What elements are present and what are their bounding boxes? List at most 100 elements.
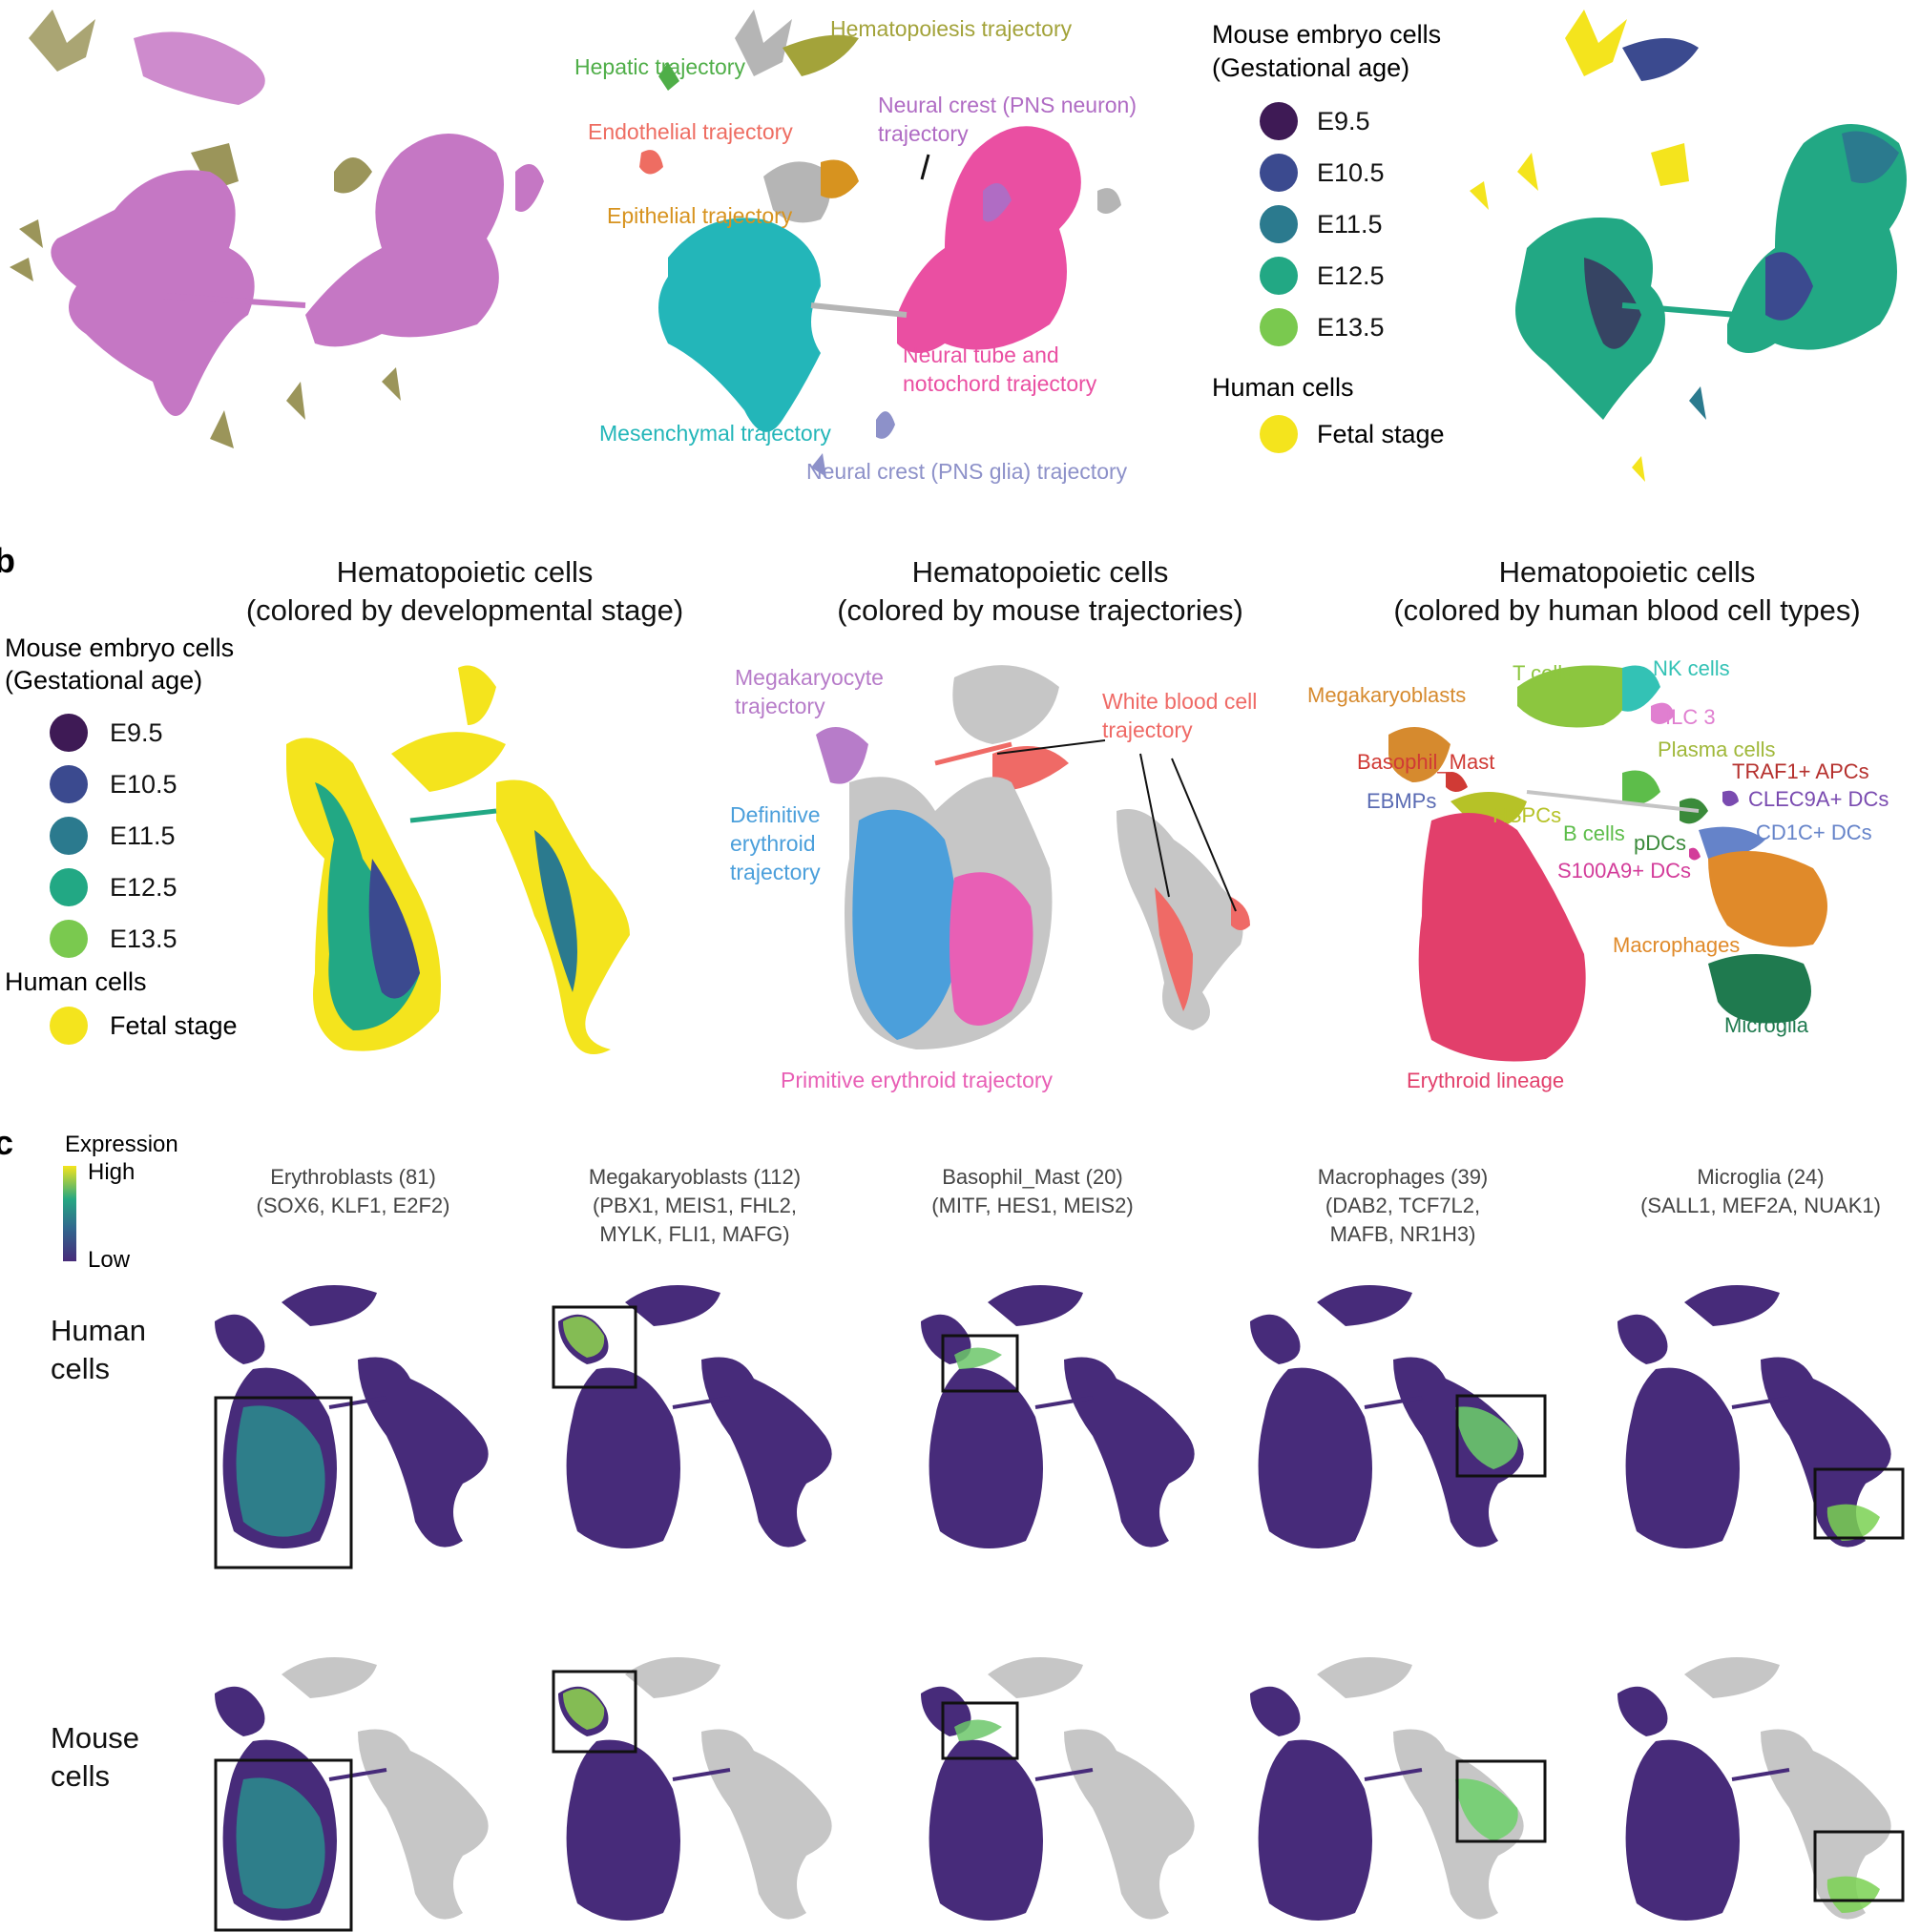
expression-umap — [921, 1285, 1195, 1548]
highlight-box — [214, 1758, 353, 1932]
umap-hematopoietic-celltypes — [1388, 665, 1827, 1062]
umap-bridge — [1364, 1768, 1423, 1781]
stage-legend-label: E10.5 — [1317, 158, 1385, 187]
umap-cluster — [988, 1285, 1083, 1326]
umap-cluster — [1625, 1739, 1740, 1921]
trajectory-label: trajectory — [735, 694, 825, 718]
umap-bridge — [672, 1396, 731, 1409]
celltype-label: TRAF1+ APCs — [1732, 759, 1869, 783]
column-titles: Erythroblasts (81) (SOX6, KLF1, E2F2) Mega… — [257, 1165, 1881, 1246]
legend-stage-a: Mouse embryo cells (Gestational age) E9.… — [1212, 20, 1445, 453]
celltype-label: Microglia — [1724, 1013, 1809, 1037]
umap-cluster — [1684, 1657, 1780, 1698]
panel-c-label: c — [0, 1123, 13, 1162]
expression-hotspot — [563, 1689, 605, 1730]
umap-cluster — [1250, 1314, 1301, 1364]
stage-legend-label: E9.5 — [110, 718, 163, 747]
panel-title: Hematopoietic cells — [912, 555, 1169, 589]
panel-subtitle: (colored by human blood cell types) — [1393, 593, 1860, 627]
umap-bridge — [328, 1768, 387, 1781]
trajectory-label: Megakaryocyte — [735, 665, 884, 690]
legend-stage-b: Mouse embryo cells (Gestational age) E9.… — [5, 634, 238, 1045]
trajectory-labels-a: Hematopoiesis trajectory Hepatic trajecto… — [574, 16, 1137, 484]
column-title: Megakaryoblasts (112) — [589, 1165, 801, 1189]
umap-cluster — [929, 1367, 1043, 1548]
expression-hotspot — [236, 1777, 325, 1909]
trajectory-label: Epithelial trajectory — [607, 203, 793, 228]
umap-bridge — [1731, 1768, 1790, 1781]
umap-cluster — [282, 1285, 377, 1326]
column-title: MAFB, NR1H3) — [1330, 1222, 1476, 1246]
celltype-label: S100A9+ DCs — [1557, 859, 1691, 883]
trajectory-label: Hepatic trajectory — [574, 54, 745, 79]
column-title: (PBX1, MEIS1, FHL2, — [593, 1194, 797, 1217]
umap-cluster — [1684, 1285, 1780, 1326]
expression-umap — [1617, 1285, 1905, 1548]
row-label: cells — [51, 1759, 110, 1793]
wbc-pointer-lines — [996, 739, 1237, 912]
colorbar-gradient — [63, 1166, 76, 1261]
umap-cluster — [215, 1686, 265, 1736]
umap-cluster — [566, 1739, 680, 1921]
umap-cluster — [1625, 1367, 1740, 1548]
umap-cluster — [215, 1314, 265, 1364]
celltype-label: ILC 3 — [1665, 705, 1716, 729]
highlight-box — [552, 1305, 637, 1389]
umap-cluster — [1317, 1657, 1412, 1698]
legend-mouse-title: Mouse embryo cells — [5, 634, 234, 662]
celltype-label: Megakaryoblasts — [1307, 683, 1466, 707]
column-title: Erythroblasts (81) — [270, 1165, 436, 1189]
stage-swatch — [50, 765, 88, 803]
trajectory-label: Neural crest (PNS neuron) — [878, 93, 1137, 117]
highlight-box — [552, 1670, 637, 1754]
stage-legend-label: E13.5 — [110, 924, 177, 953]
column-title: Macrophages (39) — [1318, 1165, 1489, 1189]
celltype-label: CD1C+ DCs — [1756, 821, 1872, 844]
umap-cluster — [282, 1657, 377, 1698]
highlight-box — [214, 1396, 353, 1569]
umap-cluster — [358, 1729, 489, 1920]
stage-swatch — [1260, 257, 1298, 295]
column-title: (MITF, HES1, MEIS2) — [931, 1194, 1133, 1217]
expression-umap-grid — [214, 1285, 1905, 1932]
umap-stage — [1470, 10, 1907, 482]
umap-species-overlay — [10, 10, 544, 448]
row-label: Human — [51, 1314, 146, 1347]
stage-swatch — [50, 868, 88, 906]
expression-hotspot — [1826, 1504, 1880, 1541]
expression-umap — [921, 1657, 1195, 1921]
umap-cluster — [1317, 1285, 1412, 1326]
trajectory-label: erythroid — [730, 831, 815, 856]
umap-cluster — [1258, 1739, 1372, 1921]
panel-b-annotations: Megakaryocyte trajectory White blood cell t… — [730, 656, 1889, 1092]
highlight-box — [1455, 1759, 1547, 1843]
umap-cluster — [1761, 1357, 1891, 1548]
celltype-label: Plasma cells — [1658, 737, 1775, 761]
stage-legend-label: E10.5 — [110, 770, 177, 799]
legend-human-title: Human cells — [5, 967, 147, 996]
stage-swatch — [1260, 205, 1298, 243]
legend-mouse-subtitle: (Gestational age) — [5, 666, 202, 695]
column-title: (DAB2, TCF7L2, — [1325, 1194, 1480, 1217]
expression-umap — [1617, 1657, 1905, 1921]
expression-umap — [214, 1657, 489, 1932]
column-title: Microglia (24) — [1697, 1165, 1824, 1189]
umap-trajectories — [639, 10, 1121, 477]
trajectory-label: Hematopoiesis trajectory — [830, 16, 1073, 41]
trajectory-label: Endothelial trajectory — [588, 119, 793, 144]
umap-cluster — [1064, 1729, 1195, 1920]
umap-cluster — [929, 1739, 1043, 1921]
expression-hotspot — [954, 1347, 1002, 1369]
panel-b-label: b — [0, 541, 15, 580]
column-title: (SALL1, MEF2A, NUAK1) — [1640, 1194, 1881, 1217]
panel-b-titles: Hematopoietic cells (colored by developme… — [246, 555, 1861, 627]
umap-cluster — [566, 1367, 680, 1548]
umap-bridge — [1034, 1768, 1094, 1781]
stage-swatch — [50, 920, 88, 958]
umap-bridge — [1034, 1396, 1094, 1409]
panel-c: c Expression High Low Human cells Mouse cel… — [0, 1123, 1905, 1932]
umap-bridge — [1731, 1396, 1790, 1409]
umap-cluster — [625, 1657, 720, 1698]
stage-legend-label: E11.5 — [1317, 210, 1383, 239]
